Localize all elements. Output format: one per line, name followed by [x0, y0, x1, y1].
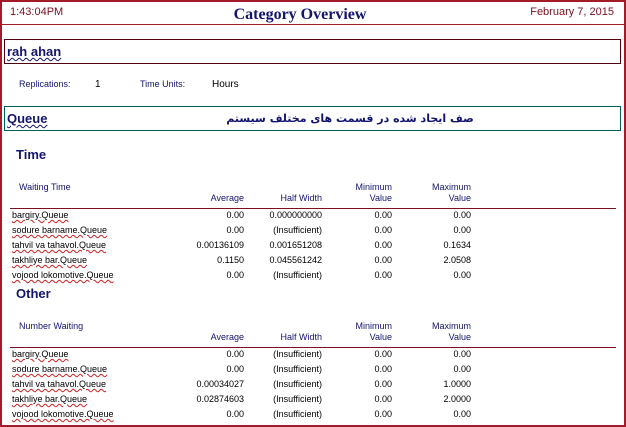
report-time: 1:43:04PM — [10, 6, 64, 18]
cell-value: 0.00 — [453, 409, 471, 419]
cell-value: 0.00 — [374, 394, 392, 404]
cell-value: 0.1634 — [443, 240, 471, 250]
row-name: takhliye bar.Queue — [12, 255, 88, 265]
cell-value: (Insufficient) — [273, 225, 322, 235]
cell-value: 0.00 — [226, 409, 244, 419]
group-heading: Other — [16, 286, 51, 301]
row-name: sodure barname.Queue — [12, 364, 108, 374]
section-description: صف ایجاد شده در قسمت های مختلف سیستم — [226, 112, 474, 125]
model-name: rah ahan — [7, 44, 62, 59]
cell-value: (Insufficient) — [273, 394, 322, 404]
group-heading: Time — [16, 147, 47, 162]
model-box: rah ahan — [4, 39, 621, 64]
cell-value: 0.00 — [374, 210, 392, 220]
row-name: takhliye bar.Queue — [12, 394, 88, 404]
cell-value: (Insufficient) — [273, 270, 322, 280]
table-rule — [10, 208, 616, 209]
cell-value: 0.00 — [374, 240, 392, 250]
column-header: Half Width — [280, 193, 322, 203]
cell-value: 0.00 — [226, 210, 244, 220]
column-header: Half Width — [280, 332, 322, 342]
cell-value: (Insufficient) — [273, 349, 322, 359]
cell-value: 2.0000 — [443, 394, 471, 404]
cell-value: 0.00 — [453, 349, 471, 359]
cell-value: 0.00 — [226, 364, 244, 374]
report-date: February 7, 2015 — [530, 6, 614, 18]
table-label: Waiting Time — [19, 182, 71, 192]
cell-value: 0.00 — [374, 364, 392, 374]
cell-value: 0.1150 — [217, 255, 244, 265]
column-header: Average — [210, 332, 244, 342]
cell-value: 0.001651208 — [269, 240, 322, 250]
cell-value: 0.00 — [453, 270, 471, 280]
replications-value: 1 — [95, 79, 101, 90]
row-name: sodure barname.Queue — [12, 225, 108, 235]
column-header: Minimum Value — [355, 182, 392, 203]
row-name: vojood lokomotive.Queue — [12, 270, 114, 280]
header-rule — [2, 24, 624, 25]
table-label: Number Waiting — [19, 321, 84, 331]
column-header: Minimum Value — [355, 321, 392, 342]
column-header: Maximum Value — [431, 182, 471, 203]
cell-value: 0.00 — [374, 225, 392, 235]
cell-value: (Insufficient) — [273, 409, 322, 419]
cell-value: 1.0000 — [443, 379, 471, 389]
cell-value: 0.00 — [453, 210, 471, 220]
cell-value: (Insufficient) — [273, 364, 322, 374]
cell-value: 0.00 — [453, 225, 471, 235]
cell-value: 0.00 — [374, 349, 392, 359]
column-header: Maximum Value — [431, 321, 471, 342]
section-title: Queue — [7, 111, 48, 126]
row-name: vojood lokomotive.Queue — [12, 409, 114, 419]
row-name: tahvil va tahavol.Queue — [12, 379, 107, 389]
section-box: Queue صف ایجاد شده در قسمت های مختلف سیس… — [4, 106, 621, 131]
report-title: Category Overview — [233, 6, 367, 23]
cell-value: (Insufficient) — [273, 379, 322, 389]
replications-label: Replications: — [19, 79, 71, 89]
cell-value: 2.0508 — [443, 255, 471, 265]
table-rule — [10, 347, 616, 348]
column-header: Average — [210, 193, 244, 203]
cell-value: 0.00 — [226, 349, 244, 359]
cell-value: 0.00034027 — [196, 379, 244, 389]
cell-value: 0.00 — [374, 270, 392, 280]
row-name: bargiry.Queue — [12, 210, 69, 220]
cell-value: 0.00 — [374, 409, 392, 419]
row-name: tahvil va tahavol.Queue — [12, 240, 107, 250]
cell-value: 0.00 — [374, 379, 392, 389]
cell-value: 0.000000000 — [269, 210, 322, 220]
time-units-value: Hours — [212, 79, 239, 90]
cell-value: 0.045561242 — [269, 255, 322, 265]
cell-value: 0.02874603 — [196, 394, 244, 404]
row-name: bargiry.Queue — [12, 349, 69, 359]
cell-value: 0.00 — [226, 270, 244, 280]
time-units-label: Time Units: — [140, 79, 186, 89]
cell-value: 0.00 — [453, 364, 471, 374]
cell-value: 0.00136109 — [196, 240, 244, 250]
cell-value: 0.00 — [226, 225, 244, 235]
cell-value: 0.00 — [374, 255, 392, 265]
